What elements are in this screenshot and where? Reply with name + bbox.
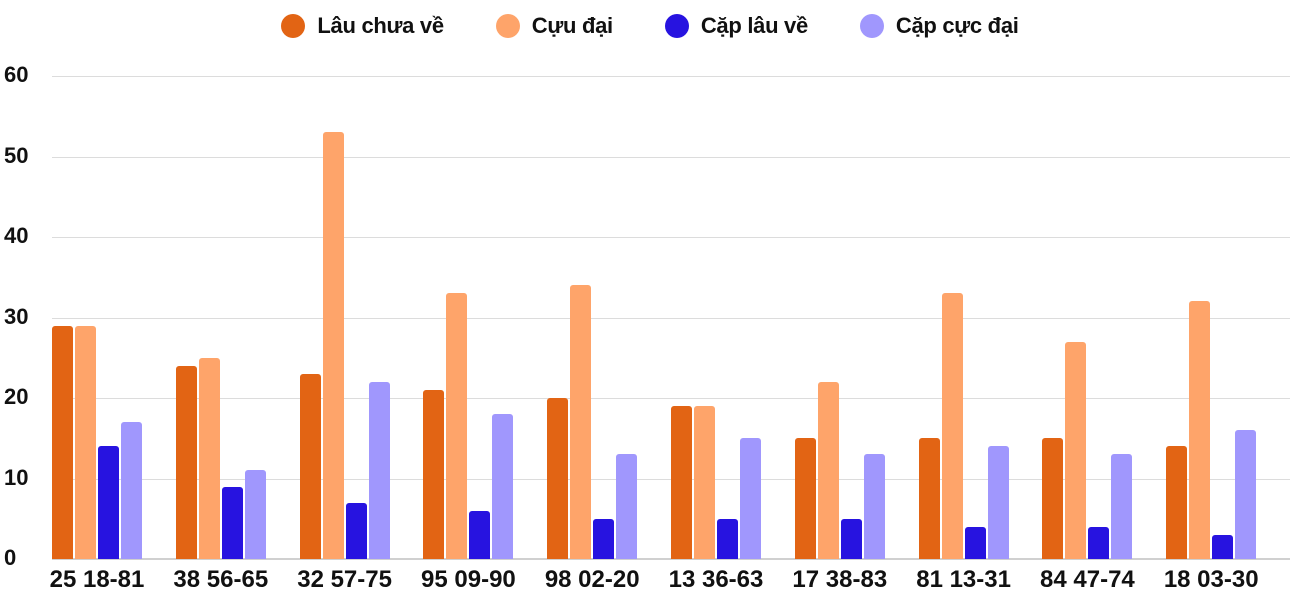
bar[interactable]: [964, 526, 986, 559]
y-tick-label: 20: [4, 384, 29, 409]
gridline: [52, 317, 1290, 319]
bar[interactable]: [52, 325, 73, 559]
legend-label: Cặp cực đại: [895, 13, 1019, 38]
bar[interactable]: [1088, 526, 1110, 559]
x-tick-label: 81 13-31: [916, 566, 1011, 593]
bar[interactable]: [492, 414, 514, 559]
legend-swatch-icon: [281, 14, 306, 38]
legend-item[interactable]: Cặp lâu về: [664, 13, 808, 39]
bar[interactable]: [817, 381, 839, 559]
bar[interactable]: [75, 325, 96, 559]
bar[interactable]: [740, 438, 761, 559]
bar[interactable]: [244, 470, 266, 559]
bar[interactable]: [717, 518, 738, 559]
y-tick-label: 30: [4, 303, 29, 329]
bar[interactable]: [987, 446, 1009, 559]
bar[interactable]: [918, 438, 940, 559]
plot-area: [52, 76, 1290, 560]
legend-item[interactable]: Lâu chưa về: [281, 13, 444, 39]
bar[interactable]: [368, 381, 390, 559]
y-tick-label: 60: [4, 62, 29, 87]
y-tick-label: 40: [4, 223, 29, 248]
bar[interactable]: [941, 293, 963, 559]
bar[interactable]: [863, 454, 885, 559]
bar[interactable]: [547, 398, 569, 559]
bar[interactable]: [322, 132, 344, 559]
legend-label: Lâu chưa về: [317, 13, 444, 38]
bar[interactable]: [98, 446, 119, 559]
bar[interactable]: [1065, 341, 1087, 559]
bar[interactable]: [1111, 454, 1133, 559]
x-tick-label: 98 02-20: [544, 566, 640, 593]
bar[interactable]: [671, 406, 692, 559]
gridline: [52, 76, 1290, 77]
y-tick-label: 10: [4, 464, 29, 490]
legend-item[interactable]: Cựu đại: [495, 13, 613, 39]
bar[interactable]: [423, 389, 445, 559]
gridline: [52, 398, 1290, 399]
bar[interactable]: [469, 510, 491, 559]
bar[interactable]: [121, 422, 142, 559]
legend-label: Cặp lâu về: [700, 13, 808, 38]
legend-label: Cựu đại: [531, 13, 613, 38]
x-tick-label: 25 18-81: [49, 566, 145, 593]
legend-item[interactable]: Cặp cực đại: [859, 13, 1019, 39]
bar[interactable]: [221, 486, 243, 559]
bar[interactable]: [345, 502, 367, 559]
x-tick-label: 32 57-75: [297, 566, 392, 593]
x-tick-label: 13 36-63: [668, 566, 764, 593]
bar[interactable]: [570, 285, 592, 559]
bar[interactable]: [175, 365, 197, 559]
bar[interactable]: [299, 373, 321, 559]
x-tick-label: 38 56-65: [173, 566, 269, 593]
legend-swatch-icon: [859, 14, 884, 38]
gridline: [52, 558, 1290, 560]
bar[interactable]: [198, 357, 220, 559]
bar[interactable]: [616, 454, 638, 559]
gridline: [52, 156, 1290, 158]
y-tick-label: 50: [4, 142, 29, 168]
x-tick-label: 84 47-74: [1040, 566, 1135, 593]
bar[interactable]: [446, 293, 468, 559]
chart-legend: Lâu chưa về Cựu đại Cặp lâu về Cặp cực đại: [0, 8, 1300, 44]
y-tick-label: 0: [4, 545, 17, 570]
bar[interactable]: [1166, 446, 1188, 559]
gridline: [52, 237, 1290, 238]
bar[interactable]: [1235, 430, 1257, 559]
x-tick-label: 17 38-83: [792, 566, 888, 593]
legend-swatch-icon: [495, 14, 520, 38]
bar[interactable]: [1212, 534, 1234, 559]
bar[interactable]: [694, 406, 715, 559]
x-tick-label: 95 09-90: [421, 566, 516, 593]
bar[interactable]: [1189, 301, 1211, 559]
bar[interactable]: [840, 518, 862, 559]
legend-swatch-icon: [664, 14, 689, 38]
bar[interactable]: [593, 518, 615, 559]
bar[interactable]: [794, 438, 816, 559]
x-tick-label: 18 03-30: [1163, 566, 1259, 593]
bar[interactable]: [1042, 438, 1064, 559]
